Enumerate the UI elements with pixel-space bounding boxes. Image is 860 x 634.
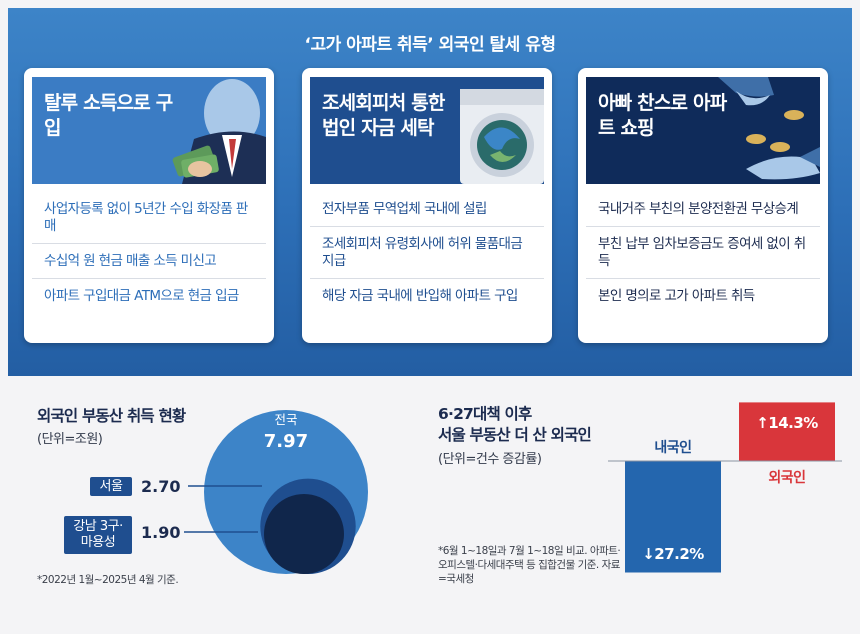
- card-2-header: 조세회피처 통한 법인 자금 세탁: [310, 77, 544, 184]
- tax-evasion-panel: ‘고가 아파트 취득’ 외국인 탈세 유형 탈루 소득으로 구입 사업자등록 없…: [8, 8, 852, 376]
- change-unit: (단위=건수 증감률): [438, 452, 542, 467]
- card-3-item: 부친 납부 임차보증금도 증여세 없이 취득: [586, 227, 820, 279]
- bar-domestic: [625, 461, 721, 573]
- bubble-label-nationwide: 전국: [274, 412, 298, 427]
- card-2-item: 전자부품 무역업체 국내에 설립: [310, 192, 544, 227]
- bar-label-foreign: 외국인: [768, 470, 806, 486]
- card-1-item: 아파트 구입대금 ATM으로 현금 입금: [44, 288, 239, 304]
- card-3-header: 아빠 찬스로 아파트 쇼핑: [586, 77, 820, 184]
- change-title-line1: 6·27대책 이후: [438, 405, 532, 423]
- card-1-title: 탈루 소득으로 구입: [44, 92, 173, 139]
- bubble-gangnam: [264, 494, 344, 574]
- bar-value-foreign: ↑14.3%: [756, 414, 818, 433]
- region-value-seoul: 2.70: [141, 477, 181, 496]
- card-2-title: 조세회피처 통한 법인 자금 세탁: [322, 92, 445, 139]
- card-3-title: 아빠 찬스로 아파트 쇼핑: [598, 92, 727, 139]
- bubble-chart: [184, 410, 368, 574]
- change-bar-chart: [608, 402, 842, 573]
- bar-label-domestic: 내국인: [654, 440, 692, 456]
- card-1-header: 탈루 소득으로 구입: [32, 77, 266, 184]
- card-1-item: 사업자등록 없이 5년간 수입 화장품 판매: [32, 192, 266, 244]
- hands-coins-illustration: [718, 77, 820, 180]
- region-value-gangnam: 1.90: [141, 523, 181, 542]
- businessman-illustration: [172, 79, 266, 184]
- change-title-line2: 서울 부동산 더 산 외국인: [438, 426, 592, 444]
- region-label-gangnam: 강남 3구·마용성: [64, 516, 132, 554]
- bar-value-domestic: ↓27.2%: [642, 544, 704, 563]
- card-1-list: 사업자등록 없이 5년간 수입 화장품 판매 수십억 원 현금 매출 소득 미신…: [32, 192, 266, 313]
- card-parent-funding: 아빠 찬스로 아파트 쇼핑 국내거주 부친의 분양전환권 무상승계 부친 납부 …: [578, 68, 828, 343]
- change-footnote: *6월 1~18일과 7월 1~18일 비교. 아파트·오피스텔·다세대주택 등…: [438, 545, 621, 585]
- acquisition-footnote: *2022년 1월~2025년 4월 기준.: [37, 574, 179, 586]
- card-3-item: 본인 명의로 고가 아파트 취득: [598, 288, 755, 304]
- card-3-list: 국내거주 부친의 분양전환권 무상승계 부친 납부 임차보증금도 증여세 없이 …: [586, 192, 820, 313]
- card-2-item: 해당 자금 국내에 반입해 아파트 구입: [322, 288, 518, 304]
- card-undeclared-income: 탈루 소득으로 구입 사업자등록 없이 5년간 수입 화장품 판매 수십억 원 …: [24, 68, 274, 343]
- bar-foreign: [739, 402, 835, 461]
- card-2-item: 조세회피처 유령회사에 허위 물품대금 지급: [310, 227, 544, 279]
- card-money-laundering: 조세회피처 통한 법인 자금 세탁 전자부품 무역업체 국내에 설립 조세회피처…: [302, 68, 552, 343]
- washing-machine-illustration: [460, 89, 544, 184]
- card-3-item: 국내거주 부친의 분양전환권 무상승계: [586, 192, 820, 227]
- card-1-item: 수십억 원 현금 매출 소득 미신고: [32, 244, 266, 279]
- panel-title: ‘고가 아파트 취득’ 외국인 탈세 유형: [304, 35, 556, 55]
- bubble-value-nationwide: 7.97: [263, 431, 309, 452]
- acquisition-unit: (단위=조원): [37, 432, 103, 447]
- change-title: 6·27대책 이후 서울 부동산 더 산 외국인: [438, 404, 592, 446]
- acquisition-title: 외국인 부동산 취득 현황: [37, 407, 186, 425]
- region-label-seoul: 서울: [90, 477, 132, 496]
- statistics-section: 외국인 부동산 취득 현황 (단위=조원) 전국 7.97 서울 2.70 강남…: [8, 376, 852, 612]
- card-2-list: 전자부품 무역업체 국내에 설립 조세회피처 유령회사에 허위 물품대금 지급 …: [310, 192, 544, 313]
